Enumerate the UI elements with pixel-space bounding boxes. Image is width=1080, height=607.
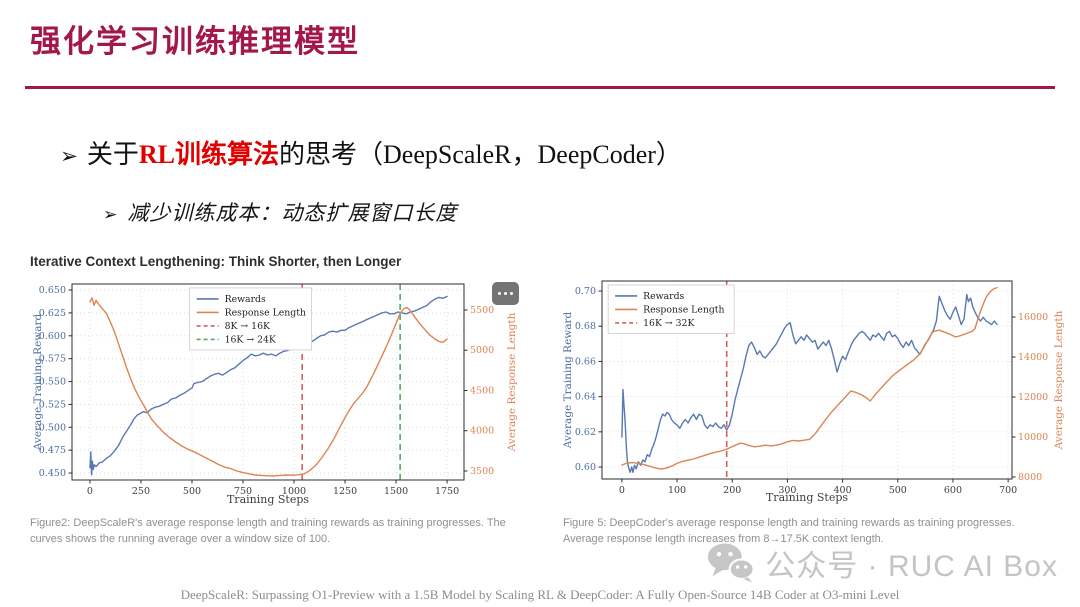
bullet-arrow-icon: ➢ bbox=[60, 144, 78, 169]
svg-text:0.525: 0.525 bbox=[39, 399, 66, 410]
watermark-text: 公众号 · RUC AI Box bbox=[765, 550, 1058, 583]
wechat-icon bbox=[708, 543, 756, 583]
svg-text:1500: 1500 bbox=[384, 486, 408, 497]
svg-text:0: 0 bbox=[619, 485, 625, 496]
bullet-rl-algorithm: ➢ 关于RL训练算法的思考（DeepScaleR，DeepCoder） bbox=[60, 134, 682, 171]
svg-text:0.575: 0.575 bbox=[39, 354, 66, 365]
svg-text:16K → 24K: 16K → 24K bbox=[225, 335, 277, 346]
svg-text:3500: 3500 bbox=[470, 466, 494, 477]
svg-text:Average Response Length: Average Response Length bbox=[506, 312, 518, 452]
bullet-text-pre: 关于 bbox=[86, 140, 139, 169]
svg-text:0.475: 0.475 bbox=[39, 445, 66, 456]
svg-text:Rewards: Rewards bbox=[643, 291, 684, 302]
bullet-text-highlight: RL训练算法 bbox=[138, 140, 279, 169]
watermark: 公众号 · RUC AI Box bbox=[707, 541, 1058, 585]
svg-text:0.70: 0.70 bbox=[575, 286, 596, 297]
svg-text:0: 0 bbox=[87, 486, 93, 497]
more-dot-icon bbox=[510, 292, 513, 295]
caption-figure5: Figure 5: DeepCoder's average response l… bbox=[563, 517, 1015, 545]
svg-text:Rewards: Rewards bbox=[225, 294, 266, 305]
svg-text:1750: 1750 bbox=[435, 486, 459, 497]
svg-text:5500: 5500 bbox=[470, 305, 494, 316]
sub-bullet-arrow-icon: ➢ bbox=[103, 205, 119, 225]
chart-deepscaler: 0 250 500 750 1000 1250 1500 1750 0.450 0.475 0.50… bbox=[32, 283, 518, 506]
svg-text:0.550: 0.550 bbox=[39, 377, 66, 388]
sub-bullet-text: 减少训练成本：动态扩展窗口长度 bbox=[127, 201, 458, 225]
caption-figure2: Figure2: DeepScaleR's average response l… bbox=[30, 517, 506, 545]
bullet-reduce-cost: ➢ 减少训练成本：动态扩展窗口长度 bbox=[103, 197, 457, 227]
svg-text:100: 100 bbox=[668, 485, 686, 496]
svg-text:0.64: 0.64 bbox=[575, 392, 596, 403]
svg-text:4500: 4500 bbox=[470, 385, 494, 396]
svg-text:Average Response Length: Average Response Length bbox=[1053, 310, 1065, 450]
chart-title-deepscaler: Iterative Context Lengthening: Think Sho… bbox=[30, 254, 402, 269]
svg-text:400: 400 bbox=[834, 485, 852, 496]
svg-text:Average Training Reward: Average Training Reward bbox=[563, 311, 574, 449]
title-divider bbox=[25, 86, 1055, 89]
svg-text:300: 300 bbox=[778, 485, 796, 496]
svg-text:10000: 10000 bbox=[1018, 432, 1048, 443]
svg-text:8K → 16K: 8K → 16K bbox=[225, 321, 271, 332]
footer-citation: DeepScaleR: Surpassing O1-Preview with a… bbox=[180, 587, 900, 602]
svg-text:16000: 16000 bbox=[1018, 312, 1048, 323]
svg-text:0.600: 0.600 bbox=[39, 331, 66, 342]
svg-text:Response Length: Response Length bbox=[643, 305, 724, 316]
svg-text:14000: 14000 bbox=[1018, 352, 1048, 363]
svg-text:0.62: 0.62 bbox=[575, 427, 596, 438]
svg-text:1250: 1250 bbox=[333, 486, 357, 497]
svg-text:16K → 32K: 16K → 32K bbox=[643, 318, 695, 329]
svg-text:250: 250 bbox=[132, 486, 150, 497]
figure-deepscaler: Iterative Context Lengthening: Think Sho… bbox=[30, 254, 526, 548]
figure-deepcoder: 0 100 200 300 400 500 600 700 0.60 0.62 0.64 0.66 0.… bbox=[563, 268, 1069, 548]
svg-text:1000: 1000 bbox=[282, 486, 306, 497]
svg-text:500: 500 bbox=[183, 486, 201, 497]
svg-text:Training Steps: Training Steps bbox=[227, 493, 309, 506]
svg-text:Response Length: Response Length bbox=[225, 308, 306, 319]
svg-text:5000: 5000 bbox=[470, 345, 494, 356]
more-dot-icon bbox=[498, 292, 501, 295]
svg-text:0.68: 0.68 bbox=[575, 321, 596, 332]
svg-text:750: 750 bbox=[234, 486, 252, 497]
more-options-button[interactable] bbox=[492, 282, 519, 305]
bullet-text-post: 的思考（DeepScaleR，DeepCoder） bbox=[279, 140, 682, 169]
svg-text:Training Steps: Training Steps bbox=[766, 491, 848, 504]
chart-deepcoder: 0 100 200 300 400 500 600 700 0.60 0.62 0.64 0.66 0.… bbox=[563, 280, 1065, 504]
svg-text:600: 600 bbox=[944, 485, 962, 496]
svg-text:200: 200 bbox=[723, 485, 741, 496]
svg-text:0.60: 0.60 bbox=[575, 462, 596, 473]
svg-text:Average Training Reward: Average Training Reward bbox=[32, 313, 44, 451]
svg-text:0.650: 0.650 bbox=[39, 285, 66, 296]
more-dot-icon bbox=[504, 292, 507, 295]
svg-text:700: 700 bbox=[999, 485, 1017, 496]
svg-text:4000: 4000 bbox=[470, 426, 494, 437]
svg-text:0.66: 0.66 bbox=[575, 356, 596, 367]
svg-text:8000: 8000 bbox=[1018, 472, 1042, 483]
svg-text:0.500: 0.500 bbox=[39, 422, 66, 433]
svg-text:0.625: 0.625 bbox=[39, 308, 66, 319]
svg-text:0.450: 0.450 bbox=[39, 468, 66, 479]
page-title: 强化学习训练推理模型 bbox=[30, 24, 360, 59]
svg-text:500: 500 bbox=[889, 485, 907, 496]
svg-text:12000: 12000 bbox=[1018, 392, 1048, 403]
